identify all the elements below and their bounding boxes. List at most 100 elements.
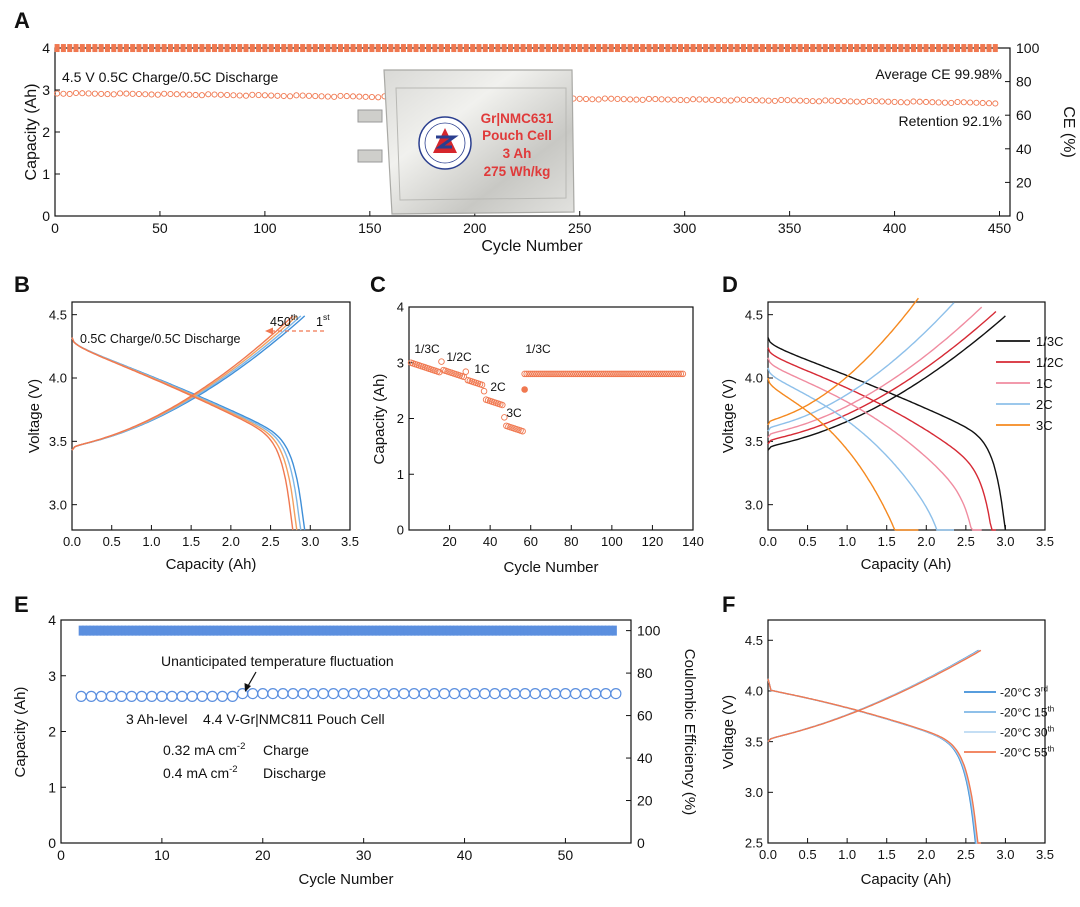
panel-b-cycle-first: 1st bbox=[316, 312, 330, 329]
pouch-cell-photo: Gr|NMC631 Pouch Cell 3 Ah 275 Wh/kg bbox=[357, 69, 575, 215]
panel-a-capacity-point bbox=[608, 95, 615, 102]
panel-e-xtick-label: 50 bbox=[558, 847, 574, 863]
panel-c-ytick-label: 0 bbox=[397, 523, 404, 538]
panel-a-y2tick-label: 60 bbox=[1016, 107, 1032, 123]
panel-a-ce-point bbox=[73, 44, 79, 53]
panel-a-ce-point bbox=[98, 44, 104, 53]
panel-a-ce-point bbox=[552, 44, 558, 53]
panel-e-capacity-point bbox=[95, 690, 107, 702]
panel-d-legend-label: 3C bbox=[1036, 418, 1053, 433]
panel-a-ce-point bbox=[589, 44, 595, 53]
panel-a-ce-point bbox=[810, 44, 816, 53]
panel-b-xtick-label: 1.5 bbox=[182, 534, 200, 549]
panel-a-ce-point bbox=[426, 44, 432, 53]
panel-a-capacity-point bbox=[885, 98, 892, 105]
panel-e-fluctuation-note: Unanticipated temperature fluctuation bbox=[161, 653, 394, 669]
panel-e-ce-point bbox=[315, 625, 321, 636]
panel-e-ce-point bbox=[258, 625, 264, 636]
panel-e-capacity-point bbox=[580, 687, 592, 700]
panel-a-ce-point bbox=[344, 44, 350, 53]
panel-a-capacity-point bbox=[280, 92, 287, 100]
panel-b-discharge-curve bbox=[71, 337, 294, 531]
panel-e-capacity-point bbox=[166, 690, 178, 702]
panel-e-ce-point bbox=[551, 625, 557, 636]
panel-a-capacity-point bbox=[268, 92, 275, 99]
panel-d-ytick-label: 4.5 bbox=[745, 307, 763, 322]
panel-a-ce-point bbox=[193, 44, 199, 53]
panel-b-frame bbox=[71, 301, 351, 531]
panel-a-ce-point bbox=[400, 44, 406, 53]
panel-a-capacity-point bbox=[129, 90, 136, 97]
panel-f-discharge-curve bbox=[767, 678, 981, 844]
panel-c-xtick-label: 120 bbox=[642, 534, 664, 549]
panel-a-capacity-point bbox=[797, 97, 804, 104]
panel-a-ce-point bbox=[948, 44, 954, 53]
panel-a-ce-point bbox=[199, 44, 205, 53]
panel-e-y2tick-label: 100 bbox=[637, 623, 661, 639]
panel-c-capacity-point bbox=[616, 370, 624, 378]
panel-f-xtick-label: 0.5 bbox=[799, 847, 817, 862]
panel-a-ce-point bbox=[130, 44, 136, 53]
panel-a-capacity-point bbox=[922, 98, 930, 106]
panel-a-capacity-point bbox=[362, 93, 369, 100]
panel-a-capacity-point bbox=[872, 98, 879, 105]
panel-a-capacity-point bbox=[72, 89, 80, 97]
panel-e-ce-point bbox=[460, 625, 466, 636]
panel-a-ce-point bbox=[602, 44, 608, 53]
panel-e-ce-point bbox=[378, 625, 384, 636]
panel-b-xtick-label: 1.0 bbox=[142, 534, 160, 549]
panel-a-capacity-point bbox=[66, 90, 73, 98]
panel-d-legend-label: 2C bbox=[1036, 397, 1053, 412]
panel-a-capacity-point bbox=[312, 93, 319, 100]
panel-a-ce-point bbox=[136, 44, 142, 53]
panel-e-ce-point bbox=[392, 625, 398, 636]
panel-a-ylabel: Capacity (Ah) bbox=[23, 84, 40, 181]
panel-a-ce-point bbox=[703, 44, 709, 53]
panel-a-capacity-point bbox=[690, 96, 697, 103]
panel-e-ce-point bbox=[202, 625, 208, 636]
panel-d-xtick-label: 3.5 bbox=[1036, 534, 1054, 549]
panel-a-ce-point bbox=[715, 44, 721, 53]
panel-a-ce-point bbox=[300, 44, 306, 53]
panel-e-capacity-point bbox=[257, 687, 269, 700]
panel-e-capacity-point bbox=[408, 687, 420, 700]
panel-d-charge-curve bbox=[767, 306, 983, 438]
panel-c-xtick-label: 100 bbox=[601, 534, 623, 549]
panel-e-ce-point bbox=[569, 625, 575, 636]
panel-e-ce-point bbox=[113, 625, 119, 636]
panel-f-legend-label: -20°C 30th bbox=[1000, 725, 1054, 740]
panel-e-ce-point bbox=[428, 625, 434, 636]
panel-e-ce-point bbox=[226, 625, 232, 636]
panel-c-capacity-point bbox=[679, 370, 687, 378]
panel-e-capacity-point bbox=[337, 687, 350, 700]
pouch-body bbox=[383, 69, 575, 215]
panel-e-ce-point bbox=[509, 625, 515, 636]
panel-e-ce-point bbox=[410, 625, 416, 636]
panel-a-capacity-point bbox=[117, 90, 124, 97]
panel-a-capacity-point bbox=[123, 90, 130, 97]
panel-e-ce-point bbox=[354, 625, 360, 636]
panel-c-capacity-point bbox=[543, 370, 551, 378]
panel-e-ce-point bbox=[181, 625, 187, 636]
panel-a-capacity-point bbox=[759, 97, 766, 104]
panel-e-ce-point bbox=[477, 625, 483, 636]
panel-c-capacity-point bbox=[628, 370, 636, 378]
panel-d-xtick-label: 1.0 bbox=[838, 534, 856, 549]
panel-e-ce-point bbox=[163, 625, 169, 636]
panel-e-ce-point bbox=[89, 625, 95, 636]
panel-e-ce-point bbox=[491, 625, 497, 636]
panel-e-ce-point bbox=[484, 625, 490, 636]
panel-a-capacity-point bbox=[633, 96, 640, 103]
panel-e-ce-point bbox=[368, 625, 374, 636]
panel-a-ce-point bbox=[451, 44, 457, 53]
panel-a-ce-point bbox=[677, 44, 683, 53]
panel-c-frame bbox=[408, 306, 694, 531]
panel-a-capacity-point bbox=[803, 97, 810, 104]
panel-d-discharge-curve bbox=[767, 367, 954, 531]
panel-e-ce-point bbox=[452, 625, 458, 636]
panel-e-ce-point bbox=[234, 625, 240, 636]
panel-e-ce-point bbox=[375, 625, 381, 636]
panel-e-discharge-note: 0.4 mA cm-2 Discharge bbox=[163, 764, 326, 781]
panel-a-capacity-point bbox=[847, 98, 854, 105]
